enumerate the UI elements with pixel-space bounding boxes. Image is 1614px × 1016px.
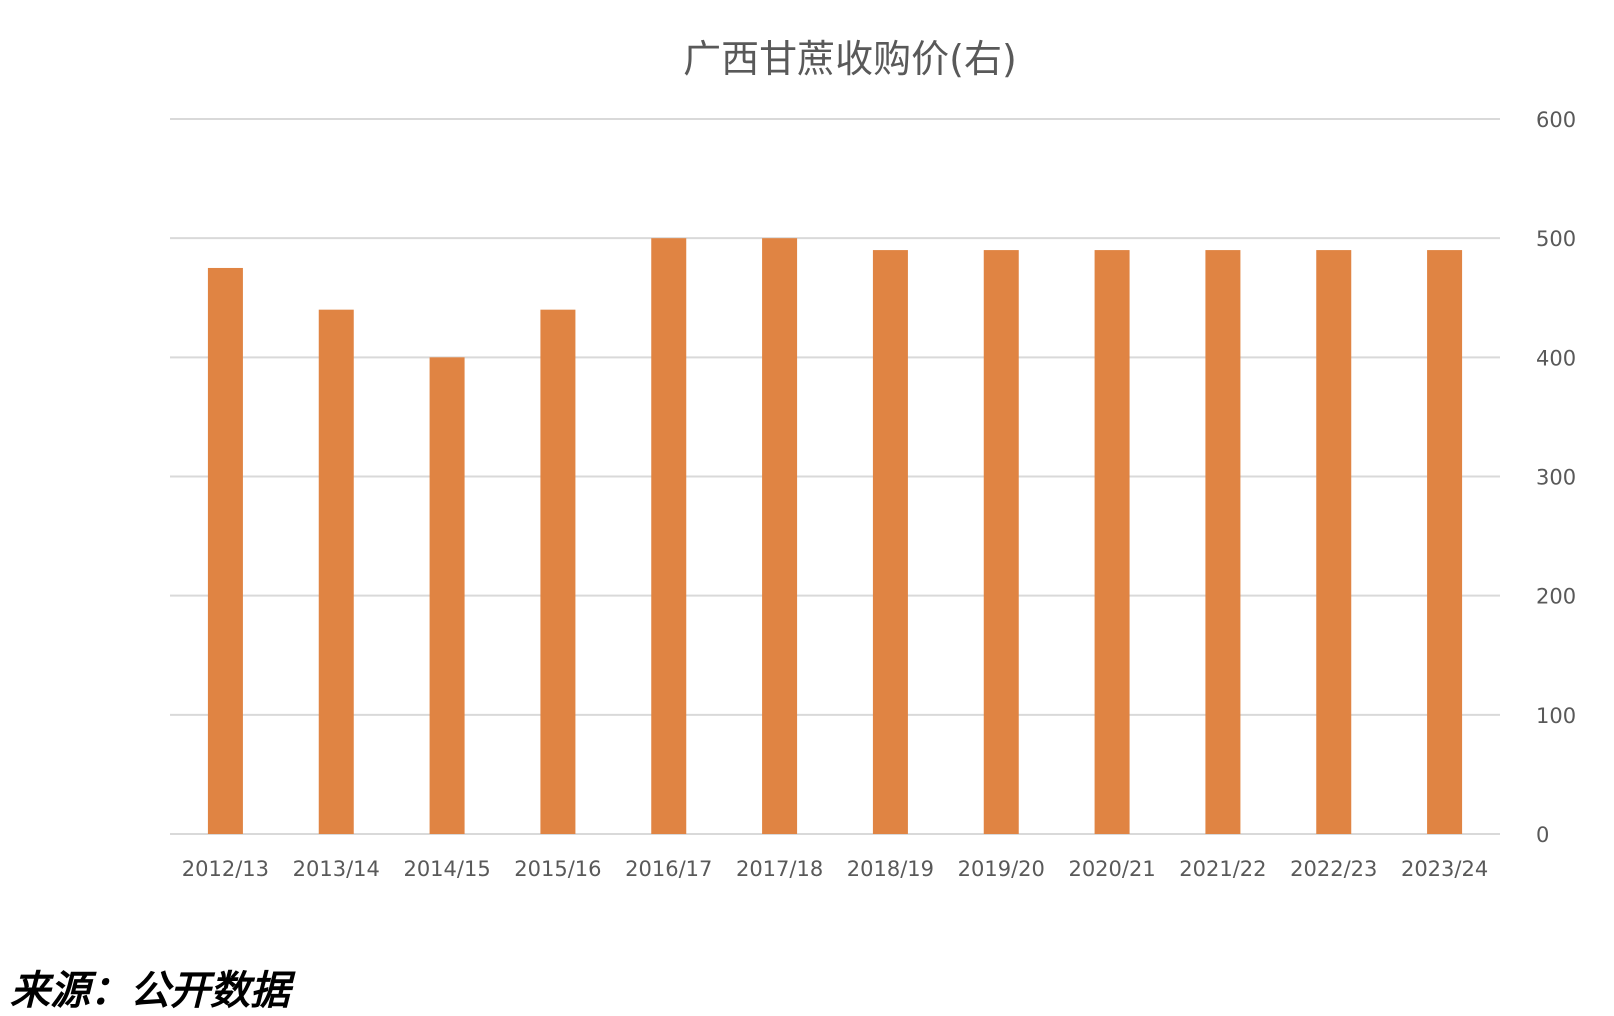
x-tick-label: 2021/22 [1179, 857, 1266, 881]
bar-2019-20 [983, 250, 1019, 835]
x-tick-label: 2022/23 [1290, 857, 1377, 881]
x-tick-label: 2013/14 [293, 857, 380, 881]
y-tick-label: 600 [1536, 108, 1576, 132]
y-tick-label: 300 [1536, 466, 1576, 490]
x-tick-label: 2023/24 [1401, 857, 1488, 881]
x-tick-label: 2015/16 [514, 857, 601, 881]
bar-2012-13 [207, 267, 243, 834]
y-tick-label: 0 [1536, 823, 1549, 847]
bar-2017-18 [762, 238, 798, 834]
x-tick-label: 2017/18 [736, 857, 823, 881]
bar-2015-16 [540, 309, 576, 835]
x-tick-label: 2014/15 [403, 857, 490, 881]
bar-2016-17 [651, 238, 687, 834]
y-tick-label: 100 [1536, 704, 1576, 728]
y-tick-label: 500 [1536, 227, 1576, 251]
source-note: 来源：公开数据 [10, 967, 290, 1014]
x-tick-label: 2018/19 [847, 857, 934, 881]
y-tick-label: 200 [1536, 585, 1576, 609]
bar-2021-22 [1205, 250, 1241, 835]
bar-2022-23 [1316, 250, 1352, 835]
x-tick-label: 2012/13 [182, 857, 269, 881]
y-tick-label: 400 [1536, 346, 1576, 370]
x-tick-label: 2020/21 [1068, 857, 1155, 881]
x-tick-label: 2016/17 [625, 857, 712, 881]
bar-2023-24 [1427, 250, 1463, 835]
bar-2013-14 [318, 309, 354, 835]
x-tick-label: 2019/20 [958, 857, 1045, 881]
chart-title: 广西甘蔗收购价(右) [683, 37, 1017, 81]
bar-2020-21 [1094, 250, 1130, 835]
bar-2014-15 [429, 357, 465, 834]
bar-2018-19 [872, 250, 908, 835]
